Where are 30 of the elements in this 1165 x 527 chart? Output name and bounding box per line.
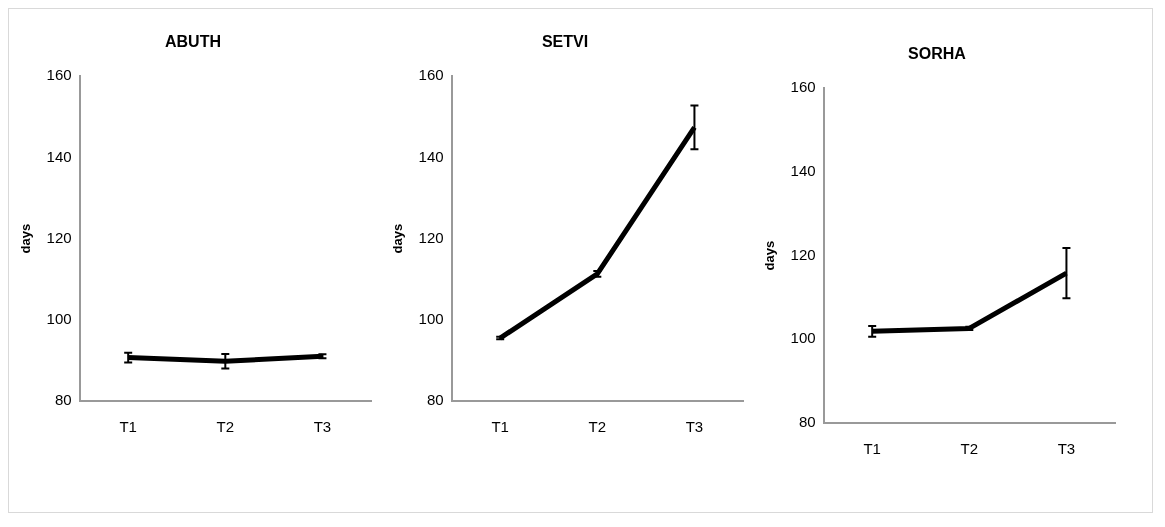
x-tick-label: T2 bbox=[588, 418, 607, 436]
x-tick-label: T3 bbox=[1057, 440, 1076, 458]
y-tick-label: 140 bbox=[418, 147, 444, 165]
x-tick-label: T1 bbox=[863, 440, 881, 458]
y-axis-title: days bbox=[18, 223, 34, 254]
chart-title: ABUTH bbox=[165, 33, 221, 51]
y-tick-label: 100 bbox=[46, 309, 72, 327]
y-tick-label: 100 bbox=[790, 329, 816, 347]
y-tick-label: 100 bbox=[418, 309, 444, 327]
y-axis-title: days bbox=[762, 240, 778, 271]
y-tick-label: 160 bbox=[46, 66, 72, 84]
y-tick-label: 80 bbox=[426, 391, 444, 409]
x-tick-label: T3 bbox=[313, 418, 332, 436]
y-tick-label: 140 bbox=[46, 147, 72, 165]
x-tick-label: T2 bbox=[960, 440, 979, 458]
y-tick-label: 120 bbox=[46, 228, 72, 246]
x-tick-label: T1 bbox=[119, 418, 137, 436]
chart-title: SETVI bbox=[541, 33, 589, 51]
y-tick-label: 80 bbox=[54, 391, 72, 409]
y-axis-title: days bbox=[390, 223, 406, 254]
y-tick-label: 80 bbox=[798, 413, 816, 431]
x-tick-label: T2 bbox=[216, 418, 235, 436]
y-tick-label: 160 bbox=[418, 66, 444, 84]
chart-title: SORHA bbox=[908, 45, 967, 63]
y-tick-label: 120 bbox=[790, 245, 816, 263]
y-tick-label: 160 bbox=[790, 78, 816, 96]
x-tick-label: T1 bbox=[491, 418, 509, 436]
y-tick-label: 140 bbox=[790, 162, 816, 180]
x-tick-label: T3 bbox=[685, 418, 704, 436]
y-tick-label: 120 bbox=[418, 228, 444, 246]
